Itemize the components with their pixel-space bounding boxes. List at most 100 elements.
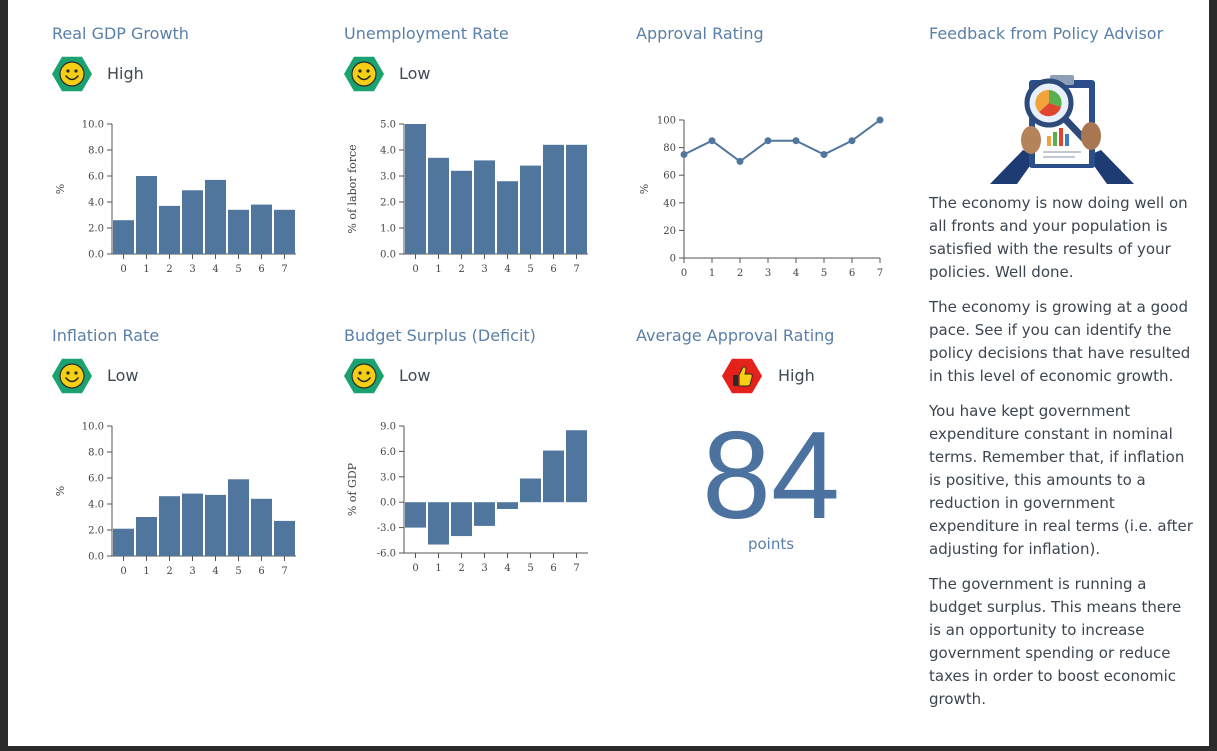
bar: [182, 190, 203, 254]
data-point: [680, 151, 688, 158]
smiley-icon: [344, 54, 384, 94]
x-tick-label: 0: [412, 264, 418, 275]
y-tick-label: 20: [663, 226, 676, 237]
unemployment-title: Unemployment Rate: [344, 24, 509, 43]
data-point: [708, 137, 716, 145]
bar: [274, 520, 295, 556]
feedback-title: Feedback from Policy Advisor: [929, 24, 1164, 43]
approval-chart: 100 80 60 40 20 0% 0 1 2 3 4 5 6 7: [636, 112, 896, 279]
y-axis-label: %: [54, 184, 67, 194]
y-tick-label: -6.0: [377, 549, 396, 560]
y-tick-label: 8.0: [88, 146, 104, 157]
y-tick-label: 80: [663, 143, 676, 154]
x-tick-label: 2: [458, 563, 464, 574]
y-axis-label: % of GDP: [346, 462, 359, 516]
bar: [543, 450, 564, 503]
x-tick-label: 3: [765, 268, 771, 278]
gdp-status: High: [107, 64, 144, 83]
data-point: [764, 137, 772, 145]
y-tick-label: 8.0: [88, 448, 104, 459]
x-tick-label: 0: [681, 268, 687, 278]
bar: [251, 204, 272, 254]
unemployment-panel: Unemployment Rate Low 5.0 4.0 3.0 2.0 1.0 0.0…: [344, 24, 604, 275]
y-tick-label: 10.0: [82, 422, 104, 433]
x-tick-label: 1: [709, 268, 715, 278]
x-tick-label: 6: [550, 264, 556, 275]
bar: [428, 157, 449, 254]
bar: [228, 209, 249, 254]
y-tick-label: -3.0: [377, 523, 396, 534]
y-tick-label: 0.0: [380, 250, 396, 261]
y-tick-label: 60: [663, 171, 676, 182]
bar: [566, 430, 587, 503]
x-tick-label: 6: [849, 268, 855, 278]
data-point: [792, 137, 800, 145]
x-tick-label: 5: [527, 563, 533, 574]
x-tick-label: 4: [212, 566, 218, 577]
y-tick-label: 100: [657, 116, 676, 127]
x-tick-label: 4: [504, 264, 510, 275]
bar: [405, 502, 426, 528]
x-tick-label: 1: [143, 566, 149, 577]
bar: [428, 502, 449, 545]
x-tick-label: 4: [793, 268, 799, 278]
x-tick-label: 6: [550, 563, 556, 574]
series-line: [683, 119, 881, 163]
average-approval-status: High: [778, 366, 815, 385]
y-tick-label: 40: [663, 198, 676, 209]
bar: [520, 478, 541, 503]
y-tick-label: 4.0: [88, 198, 104, 209]
x-tick-label: 4: [212, 264, 218, 275]
bar: [497, 181, 518, 254]
y-axis-label: %: [54, 486, 67, 496]
average-approval-title: Average Approval Rating: [636, 326, 835, 345]
x-tick-label: 5: [235, 566, 241, 577]
smiley-icon: [52, 356, 92, 396]
budget-chart: 9.0 6.0 3.0 0.0 -3.0 -6.0 % of GDP 0 1 2 3 4 5 6 7: [344, 418, 604, 583]
budget-status: Low: [399, 366, 431, 385]
x-tick-label: 3: [481, 563, 487, 574]
y-tick-label: 2.0: [88, 224, 104, 235]
data-point: [736, 157, 744, 165]
y-tick-label: 0.0: [380, 498, 396, 509]
x-tick-label: 3: [481, 264, 487, 275]
x-tick-label: 7: [281, 264, 287, 275]
y-axis-label: % of labor force: [346, 144, 359, 233]
y-tick-label: 6.0: [380, 447, 396, 458]
bar: [113, 528, 134, 556]
bar: [405, 124, 426, 254]
feedback-paragraph: You have kept government expenditure con…: [929, 402, 1193, 558]
bar: [136, 517, 157, 556]
x-tick-label: 2: [166, 566, 172, 577]
y-tick-label: 4.0: [380, 146, 396, 157]
x-tick-label: 7: [281, 566, 287, 577]
bar: [182, 493, 203, 556]
y-tick-label: 3.0: [380, 172, 396, 183]
y-axis-label: %: [638, 184, 651, 194]
gdp-chart: 10.0 8.0 6.0 4.0 2.0 0.0% 0 1 2 3 4 5 6 7: [52, 116, 302, 276]
x-tick-label: 6: [258, 566, 264, 577]
gdp-panel: Real GDP Growth High 10.0 8.0 6.0 4.0 2.0 0.0…: [52, 24, 312, 275]
y-tick-label: 3.0: [380, 472, 396, 483]
feedback-panel: Feedback from Policy Advisor: [929, 24, 1199, 724]
inflation-title: Inflation Rate: [52, 326, 160, 345]
x-tick-label: 4: [504, 563, 510, 574]
y-tick-label: 6.0: [88, 474, 104, 485]
x-tick-label: 6: [258, 264, 264, 275]
x-tick-label: 5: [527, 264, 533, 275]
inflation-panel: Inflation Rate Low 10.0 8.0 6.0 4.0 2.0 0.0% 0…: [52, 326, 312, 586]
x-tick-label: 1: [435, 563, 441, 574]
x-tick-label: 1: [435, 264, 441, 275]
inflation-chart: 10.0 8.0 6.0 4.0 2.0 0.0% 0 1 2 3 4 5 6 7: [52, 418, 302, 583]
unemployment-status: Low: [399, 64, 431, 83]
x-tick-label: 7: [573, 264, 579, 275]
budget-title: Budget Surplus (Deficit): [344, 326, 536, 345]
x-tick-label: 1: [143, 264, 149, 275]
bar: [451, 502, 472, 537]
data-point: [820, 151, 828, 158]
data-point: [848, 137, 856, 145]
x-tick-label: 0: [120, 566, 126, 577]
gdp-title: Real GDP Growth: [52, 24, 189, 43]
bar: [205, 494, 226, 556]
x-tick-label: 5: [821, 268, 827, 278]
